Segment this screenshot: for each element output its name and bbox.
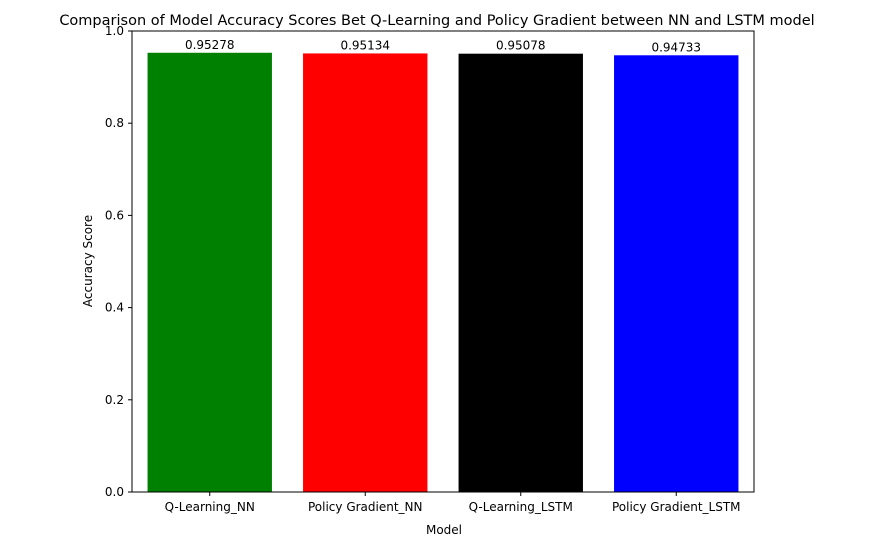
y-tick-label-5: 0.8 <box>105 116 124 130</box>
x-tick-label-4: Policy Gradient_LSTM <box>612 500 741 514</box>
bar-2 <box>303 53 428 493</box>
x-tick-label-3: Q-Learning_LSTM <box>469 500 573 514</box>
data-label-3: 0.95078 <box>496 39 546 53</box>
bar-1 <box>147 52 272 492</box>
data-label-4: 0.94733 <box>651 40 701 54</box>
data-labels-group: 0.95278 0.95134 0.95078 0.94733 <box>185 38 701 55</box>
data-label-2: 0.95134 <box>340 38 390 52</box>
y-tick-label-6: 1.0 <box>105 24 124 38</box>
bars-group <box>147 52 739 493</box>
y-axis: 0.0 0.2 0.4 0.6 0.8 1.0 <box>105 24 132 499</box>
y-tick-label-3: 0.4 <box>105 301 124 315</box>
plot-frame <box>131 30 755 493</box>
bar-4 <box>614 55 739 492</box>
x-axis: Q-Learning_NN Policy Gradient_NN Q-Learnin… <box>165 492 741 514</box>
y-tick-label-4: 0.6 <box>105 208 124 222</box>
y-axis-label: Accuracy Score <box>81 215 95 307</box>
bar-3 <box>458 53 583 492</box>
x-tick-label-1: Q-Learning_NN <box>165 500 255 514</box>
data-label-1: 0.95278 <box>185 38 235 52</box>
y-tick-label-1: 0.0 <box>105 485 124 499</box>
x-tick-label-2: Policy Gradient_NN <box>308 500 423 514</box>
chart-title: Comparison of Model Accuracy Scores Bet … <box>59 13 814 29</box>
y-tick-label-2: 0.2 <box>105 393 124 407</box>
x-axis-label: Model <box>426 523 462 537</box>
